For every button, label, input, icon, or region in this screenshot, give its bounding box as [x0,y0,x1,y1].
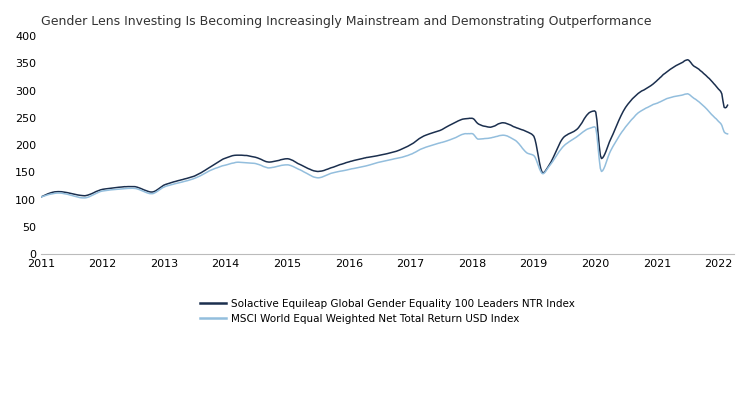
Text: Gender Lens Investing Is Becoming Increasingly Mainstream and Demonstrating Outp: Gender Lens Investing Is Becoming Increa… [41,15,652,28]
Legend: Solactive Equileap Global Gender Equality 100 Leaders NTR Index, MSCI World Equa: Solactive Equileap Global Gender Equalit… [196,294,579,328]
